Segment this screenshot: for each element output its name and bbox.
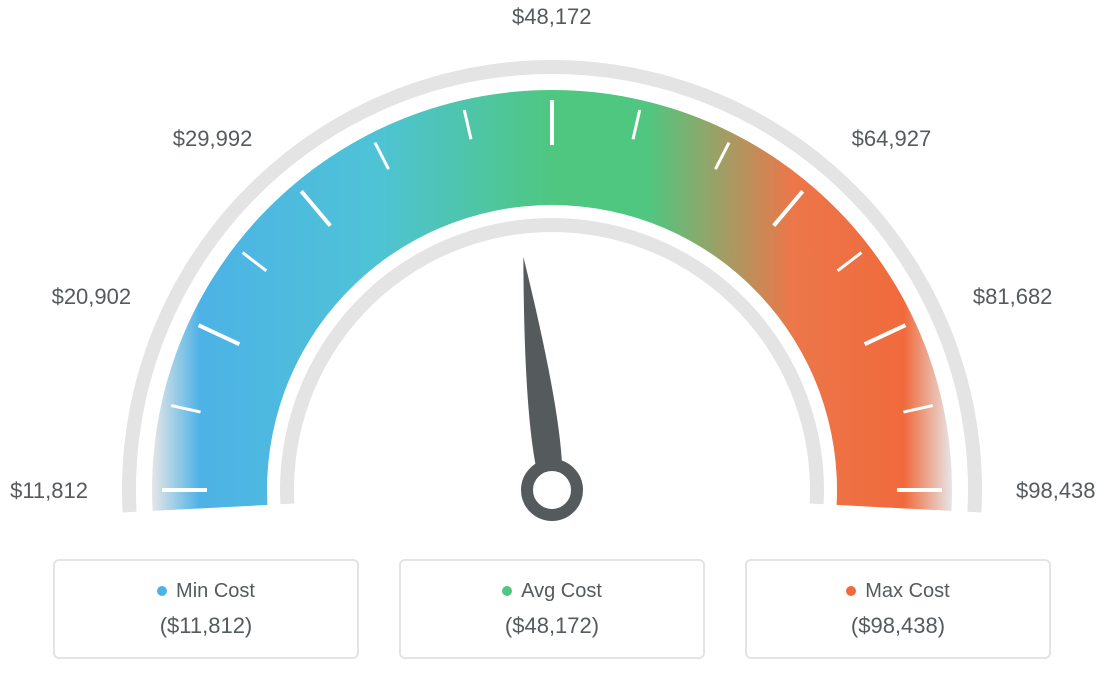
gauge-tick-label: $29,992 <box>173 126 253 152</box>
gauge-tick-label: $98,438 <box>1016 478 1096 504</box>
gauge-tick-label: $81,682 <box>973 284 1053 310</box>
gauge-chart: $11,812 $20,902 $29,992 $48,172 $64,927 $81,6… <box>0 0 1104 560</box>
summary-avg-title: Avg Cost <box>502 580 602 603</box>
dot-max-icon <box>846 586 856 596</box>
summary-min-value: ($11,812) <box>160 613 253 639</box>
dot-min-icon <box>157 586 167 596</box>
summary-max-box: Max Cost ($98,438) <box>745 559 1051 659</box>
summary-min-label: Min Cost <box>176 580 255 603</box>
summary-avg-box: Avg Cost ($48,172) <box>399 559 705 659</box>
dot-avg-icon <box>502 586 512 596</box>
summary-min-box: Min Cost ($11,812) <box>53 559 359 659</box>
summary-min-title: Min Cost <box>157 580 255 603</box>
summary-avg-value: ($48,172) <box>505 613 599 639</box>
summary-max-title: Max Cost <box>846 580 949 603</box>
summary-max-label: Max Cost <box>865 580 949 603</box>
gauge-tick-label: $48,172 <box>512 4 592 30</box>
gauge-tick-label: $64,927 <box>852 126 932 152</box>
gauge-svg <box>0 0 1104 560</box>
summary-avg-label: Avg Cost <box>521 580 602 603</box>
summary-max-value: ($98,438) <box>851 613 945 639</box>
summary-row: Min Cost ($11,812) Avg Cost ($48,172) Ma… <box>53 559 1051 659</box>
gauge-tick-label: $11,812 <box>10 478 88 504</box>
gauge-tick-label: $20,902 <box>52 284 132 310</box>
